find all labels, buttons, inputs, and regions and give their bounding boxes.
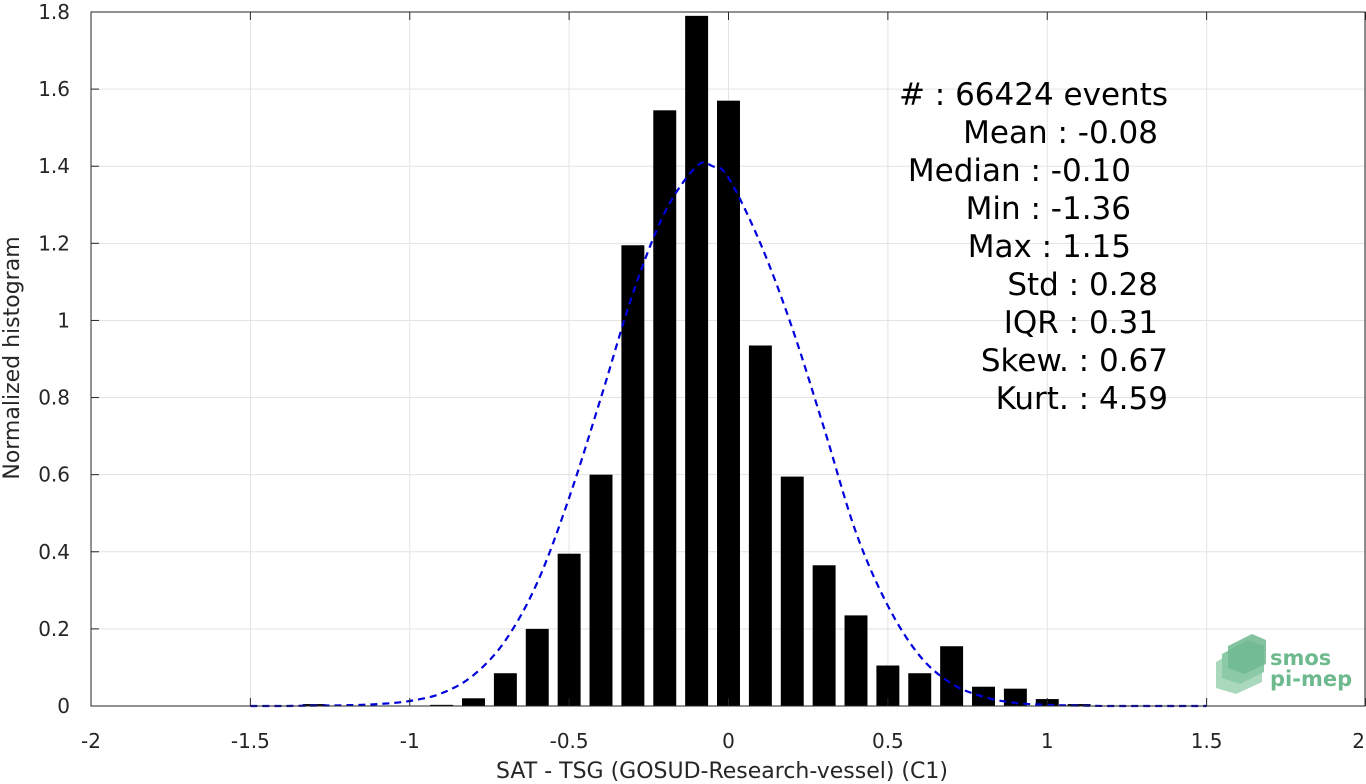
x-tick-label: 2 (1352, 729, 1365, 753)
stat-line: Kurt. : 4.59 (996, 381, 1168, 417)
stat-line: # : 66424 events (899, 77, 1168, 113)
histogram-bar (525, 628, 549, 706)
y-tick-label: 0.2 (38, 617, 70, 641)
x-tick-label: -1 (400, 729, 420, 753)
histogram-bar (908, 673, 932, 706)
y-tick-label: 0.4 (38, 540, 70, 564)
histogram-bar (812, 565, 836, 706)
x-axis-label: SAT - TSG (GOSUD-Research-vessel) (C1) (496, 759, 948, 784)
axis-ticks (90, 11, 1366, 707)
logo-text-pi-mep: pi-mep (1270, 667, 1352, 691)
histogram-bar (972, 686, 995, 706)
histogram-bar (748, 345, 772, 706)
stat-line: Median : -0.10 (908, 153, 1131, 189)
x-tick-label: -2 (81, 729, 101, 753)
smos-pi-mep-logo: smos pi-mep (1216, 634, 1352, 694)
x-tick-label: 1.5 (1191, 729, 1223, 753)
y-tick-labels: 0 0.2 0.4 0.6 0.8 1 1.2 1.4 1.6 1.8 (38, 0, 70, 718)
x-tick-label: -1.5 (231, 729, 270, 753)
logo-text-smos: smos (1270, 646, 1331, 670)
y-tick-label: 0 (57, 694, 70, 718)
x-tick-label: 0 (722, 729, 735, 753)
histogram-bar (653, 110, 677, 707)
x-tick-labels: -2 -1.5 -1 -0.5 0 0.5 1 1.5 2 (81, 729, 1365, 753)
histogram-bar (717, 100, 740, 706)
y-tick-label: 1.2 (38, 231, 70, 255)
histogram-bar (493, 673, 517, 706)
stat-line: Mean : -0.08 (963, 115, 1158, 151)
histogram-bar (1003, 688, 1027, 706)
y-tick-label: 0.6 (38, 463, 70, 487)
y-tick-label: 1 (57, 308, 70, 332)
histogram-bar (780, 476, 804, 706)
histogram-bar (462, 698, 485, 706)
histogram-bar (876, 665, 900, 706)
stat-line: Std : 0.28 (1007, 267, 1158, 303)
histogram-bar (557, 553, 581, 706)
y-tick-label: 1.6 (38, 77, 70, 101)
histogram-bar (621, 245, 645, 706)
histogram-bar (1067, 704, 1091, 706)
y-axis-label: Normalized histogram (0, 236, 25, 479)
histogram-bar (940, 646, 964, 706)
histogram-bars (302, 15, 1091, 707)
histogram-bar (844, 615, 868, 706)
histogram-bar (430, 704, 454, 706)
stat-line: Skew. : 0.67 (981, 343, 1168, 379)
y-tick-label: 1.8 (38, 0, 70, 24)
stat-line: Max : 1.15 (968, 229, 1131, 265)
y-tick-label: 0.8 (38, 386, 70, 410)
stat-line: Min : -1.36 (966, 191, 1131, 227)
stat-line: IQR : 0.31 (1004, 305, 1158, 341)
histogram-bar (685, 15, 709, 707)
y-tick-label: 1.4 (38, 154, 70, 178)
x-tick-label: 0.5 (872, 729, 904, 753)
x-tick-label: 1 (1041, 729, 1054, 753)
histogram-bar (589, 474, 613, 706)
logo-mark-icon (1216, 634, 1266, 694)
x-tick-label: -0.5 (550, 729, 589, 753)
